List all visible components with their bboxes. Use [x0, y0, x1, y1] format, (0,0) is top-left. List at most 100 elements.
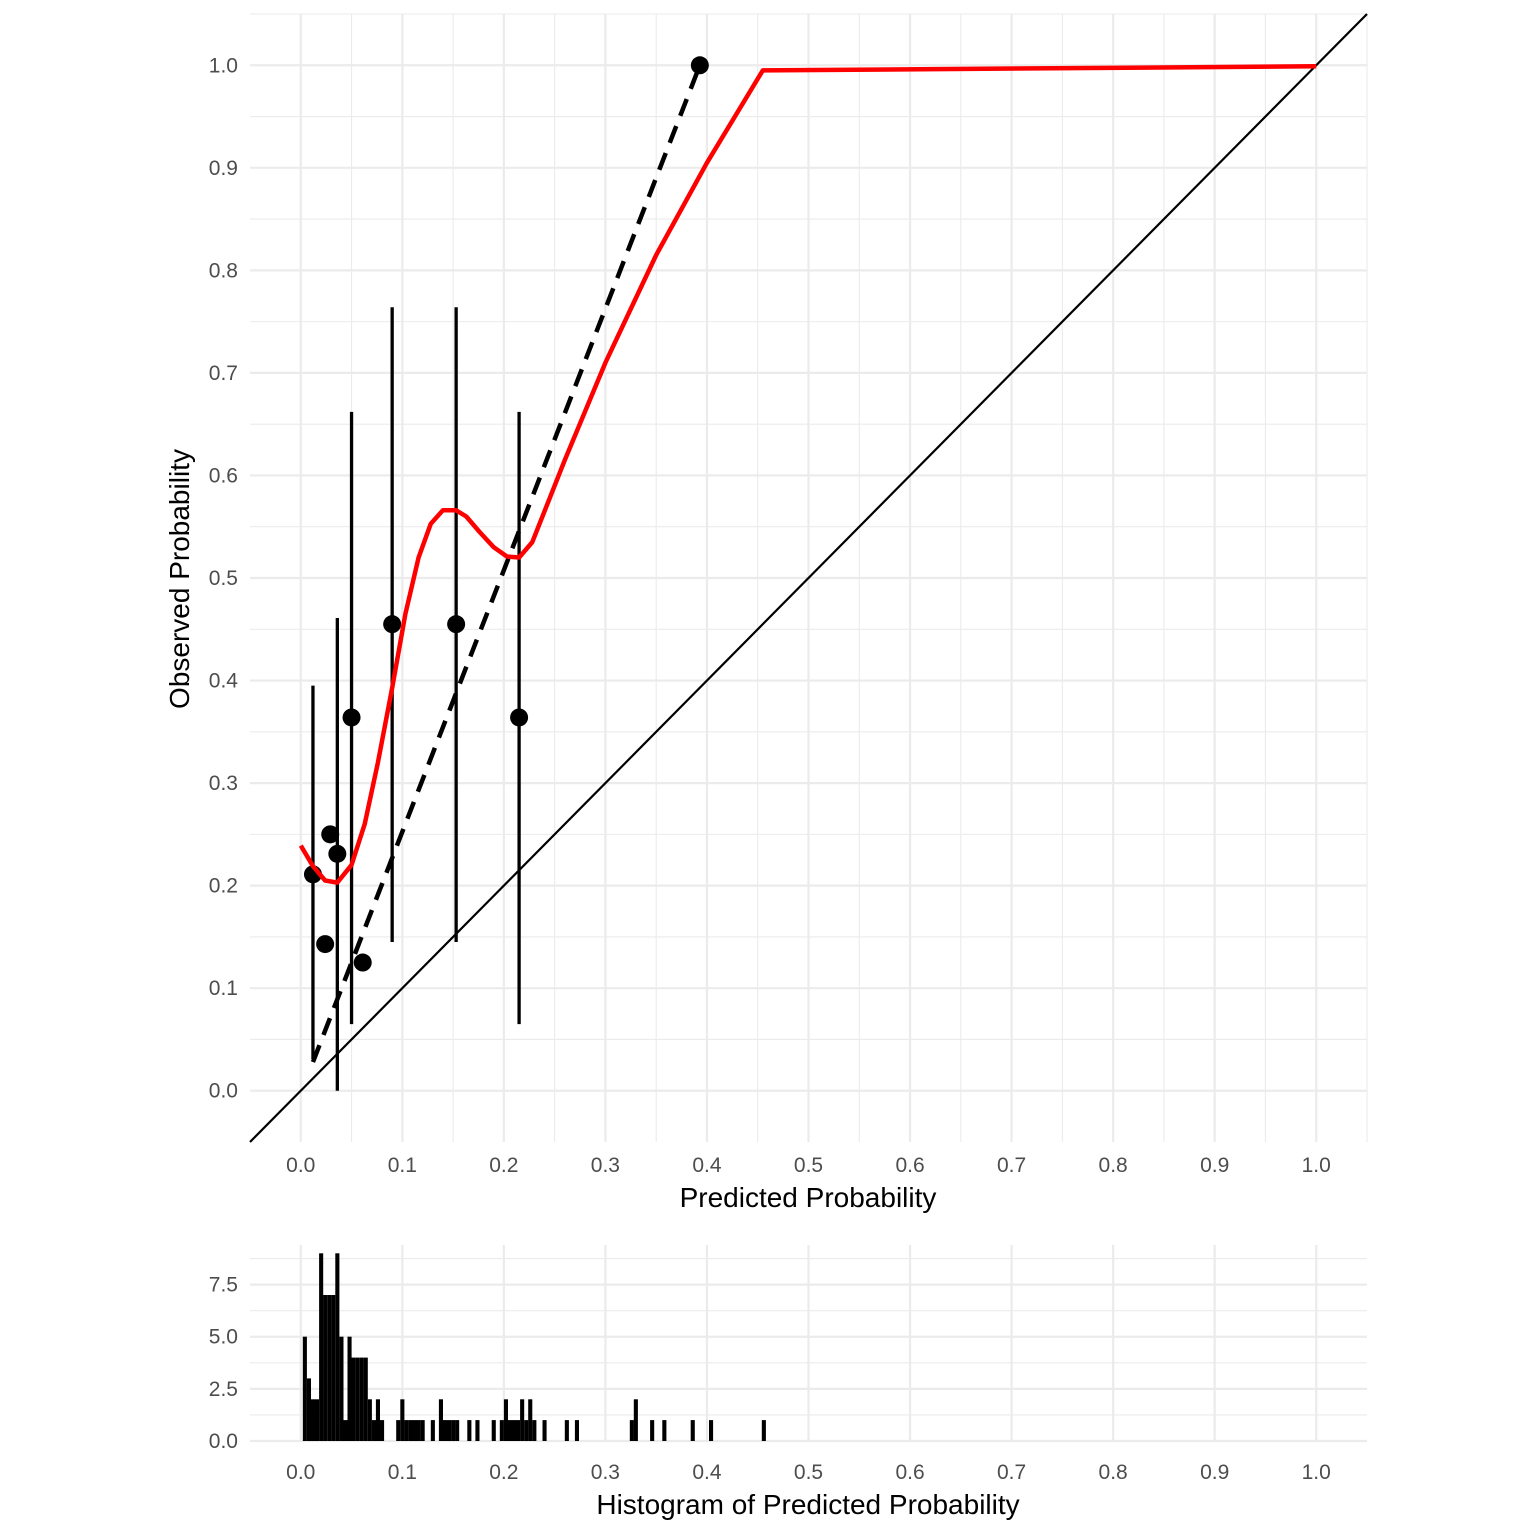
histogram-bar — [633, 1399, 638, 1441]
x-tick-label: 0.9 — [1200, 1154, 1229, 1177]
histogram-bar — [412, 1420, 417, 1441]
y-tick-label: 0.6 — [209, 464, 238, 487]
histogram-panel: 0.0 0.1 0.2 0.3 0.4 0.5 0.6 0.7 0.8 0.9 1.0 0.0 2.5… — [209, 1245, 1367, 1520]
histogram-bar — [355, 1357, 360, 1441]
histogram-bar — [574, 1420, 579, 1441]
histogram-bar — [761, 1420, 766, 1441]
histogram-bar — [343, 1420, 348, 1441]
histogram-bar — [438, 1399, 443, 1441]
y-tick-label: 1.0 — [209, 54, 238, 77]
data-point — [510, 708, 529, 727]
histogram-bar — [475, 1420, 480, 1441]
histogram-bar — [503, 1399, 508, 1441]
histogram-bar — [416, 1420, 421, 1441]
histogram-bar — [512, 1420, 517, 1441]
histogram-bar — [404, 1420, 409, 1441]
histogram-bar — [408, 1420, 413, 1441]
histogram-bar — [650, 1420, 655, 1441]
histogram-bar — [520, 1399, 525, 1441]
hist-x-tick-label: 0.3 — [591, 1461, 620, 1484]
histogram-bar — [315, 1399, 320, 1441]
histogram-bar — [400, 1399, 405, 1441]
histogram-bars — [302, 1253, 766, 1441]
smoothed-calibration-curve — [298, 64, 1317, 885]
histogram-bar — [507, 1420, 512, 1441]
hist-y-tick-label: 2.5 — [209, 1378, 238, 1401]
histogram-bar — [310, 1399, 315, 1441]
histogram-bar — [690, 1420, 695, 1441]
data-point — [447, 615, 466, 634]
histogram-x-axis-title: Histogram of Predicted Probability — [596, 1489, 1019, 1520]
data-point — [321, 825, 340, 844]
histogram-bar — [447, 1420, 452, 1441]
observed-points — [303, 56, 709, 972]
hist-x-tick-label: 0.1 — [388, 1461, 417, 1484]
histogram-bar — [306, 1378, 311, 1441]
histogram-bar — [528, 1399, 533, 1441]
histogram-bar — [564, 1420, 569, 1441]
x-tick-label: 0.3 — [591, 1154, 620, 1177]
x-tick-label: 0.5 — [794, 1154, 823, 1177]
x-tick-label: 0.2 — [489, 1154, 518, 1177]
histogram-bar — [327, 1295, 332, 1441]
histogram-x-tick-labels: 0.0 0.1 0.2 0.3 0.4 0.5 0.6 0.7 0.8 0.9 1.0 — [286, 1461, 1331, 1484]
histogram-bar — [430, 1420, 435, 1441]
histogram-y-tick-labels: 0.0 2.5 5.0 7.5 — [209, 1274, 238, 1453]
histogram-bar — [629, 1420, 634, 1441]
hist-x-tick-label: 1.0 — [1302, 1461, 1331, 1484]
hist-x-tick-label: 0.6 — [895, 1461, 924, 1484]
histogram-bar — [335, 1253, 340, 1441]
histogram-bar — [380, 1420, 385, 1441]
x-tick-labels: 0.0 0.1 0.2 0.3 0.4 0.5 0.6 0.7 0.8 0.9 1.0 — [286, 1154, 1331, 1177]
histogram-bar — [542, 1420, 547, 1441]
smooth-curve — [298, 64, 1317, 885]
hist-y-tick-label: 7.5 — [209, 1274, 238, 1297]
histogram-bar — [524, 1420, 529, 1441]
x-tick-label: 0.4 — [692, 1154, 722, 1177]
x-tick-label: 0.7 — [997, 1154, 1026, 1177]
data-point — [383, 615, 402, 634]
histogram-bar — [371, 1420, 376, 1441]
x-tick-label: 1.0 — [1302, 1154, 1331, 1177]
histogram-bar — [363, 1357, 368, 1441]
histogram-bar — [359, 1357, 364, 1441]
histogram-bar — [351, 1357, 356, 1441]
histogram-bar — [319, 1253, 324, 1441]
hist-x-tick-label: 0.0 — [286, 1461, 315, 1484]
x-axis-title: Predicted Probability — [680, 1182, 937, 1213]
data-point — [328, 844, 347, 863]
y-tick-label: 0.0 — [209, 1080, 238, 1103]
histogram-bar — [302, 1336, 307, 1441]
y-tick-label: 0.5 — [209, 567, 238, 590]
y-tick-label: 0.8 — [209, 259, 238, 282]
histogram-bar — [367, 1399, 372, 1441]
histogram-bar — [491, 1420, 496, 1441]
histogram-grid — [250, 1245, 1367, 1443]
reference-line — [249, 13, 1368, 1143]
y-tick-label: 0.7 — [209, 362, 238, 385]
histogram-bar — [396, 1420, 401, 1441]
y-tick-labels: 0.0 0.1 0.2 0.3 0.4 0.5 0.6 0.7 0.8 0.9 1.0 — [209, 54, 239, 1102]
histogram-bar — [442, 1420, 447, 1441]
y-tick-label: 0.4 — [209, 670, 239, 693]
histogram-bar — [532, 1420, 537, 1441]
y-tick-label: 0.2 — [209, 875, 238, 898]
y-tick-label: 0.3 — [209, 772, 238, 795]
histogram-bar — [420, 1420, 425, 1441]
hist-x-tick-label: 0.9 — [1200, 1461, 1229, 1484]
histogram-bar — [455, 1420, 460, 1441]
histogram-bar — [499, 1420, 504, 1441]
histogram-bar — [375, 1399, 380, 1441]
data-point — [316, 935, 335, 954]
x-tick-label: 0.6 — [895, 1154, 924, 1177]
x-tick-label: 0.0 — [286, 1154, 315, 1177]
linear-fit-line — [310, 64, 702, 1063]
x-tick-label: 0.8 — [1099, 1154, 1128, 1177]
y-tick-label: 0.9 — [209, 157, 238, 180]
hist-y-tick-label: 0.0 — [209, 1430, 238, 1453]
histogram-bar — [347, 1336, 352, 1441]
y-tick-label: 0.1 — [209, 977, 238, 1000]
reference-diagonal — [249, 13, 1368, 1143]
